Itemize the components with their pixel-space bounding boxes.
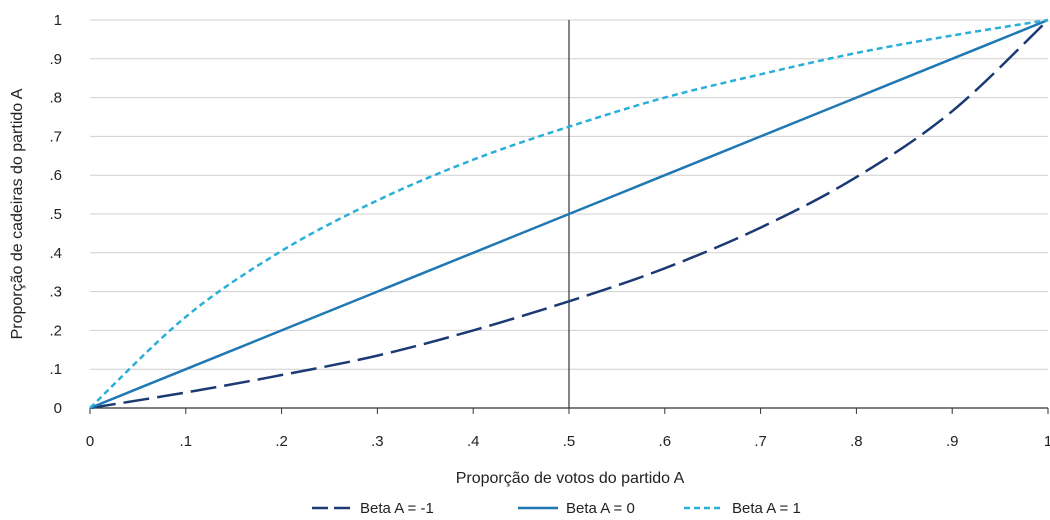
y-axis-title: Proporção de cadeiras do partido A: [9, 88, 26, 339]
x-tick-label-3: .3: [371, 433, 384, 450]
y-tick-label-1: .1: [49, 361, 62, 378]
x-tick-label-7: .7: [754, 433, 767, 450]
y-tick-label-9: .9: [49, 51, 62, 68]
x-tick-label-2: .2: [275, 433, 288, 450]
legend-label-0: Beta A = -1: [360, 500, 434, 517]
x-tick-label-10: 1: [1044, 433, 1050, 450]
y-tick-label-6: .6: [49, 167, 62, 184]
x-axis-title: Proporção de votos do partido A: [456, 470, 685, 487]
y-tick-label-4: .4: [49, 245, 62, 262]
series-line-0: [89, 19, 1049, 410]
tick-labels: 0 .1 .2 .3 .4 .5 .6 .7 .8 .9 1 0 .1 .2 .3 .4 .5 .6 .7 .8 .9 1: [49, 12, 1050, 450]
x-tick-label-6: .6: [659, 433, 672, 450]
series-line-1: [89, 18, 1049, 410]
y-tick-label-0: 0: [54, 400, 62, 417]
x-tick-label-5: .5: [563, 433, 576, 450]
legend-label-2: Beta A = 1: [732, 500, 801, 517]
x-tick-label-8: .8: [850, 433, 863, 450]
x-tick-label-4: .4: [467, 433, 480, 450]
y-tick-label-3: .3: [49, 284, 62, 301]
x-tick-label-1: .1: [180, 433, 193, 450]
y-tick-label-7: .7: [49, 128, 62, 145]
y-tick-label-8: .8: [49, 90, 62, 107]
x-tick-label-9: .9: [946, 433, 959, 450]
y-tick-label-2: .2: [49, 322, 62, 339]
series-lines: [89, 18, 1049, 410]
x-tick-label-0: 0: [86, 433, 94, 450]
legend-label-1: Beta A = 0: [566, 500, 635, 517]
y-tick-label-10: 1: [54, 12, 62, 29]
legend: Beta A = -1 Beta A = 0 Beta A = 1: [312, 500, 801, 517]
y-tick-label-5: .5: [49, 206, 62, 223]
